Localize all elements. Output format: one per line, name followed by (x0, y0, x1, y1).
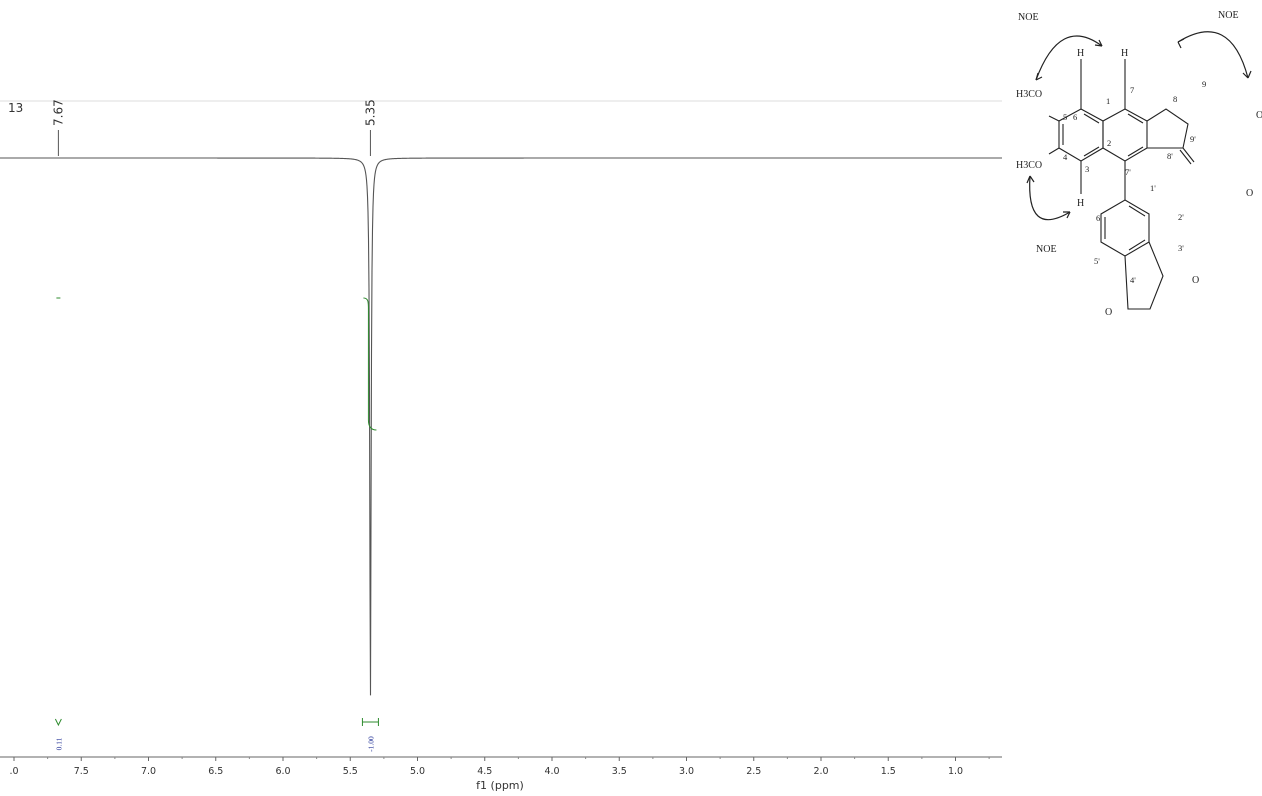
methoxy-label-2: H3CO (1016, 160, 1042, 171)
x-tick-label-10: 3.0 (679, 766, 694, 777)
lactone-ring (1146, 108, 1189, 149)
svg-text:7: 7 (1130, 85, 1134, 95)
peak-label-1: 5.35 (363, 99, 377, 126)
oxygen-label-dioxole-1: O (1192, 275, 1199, 286)
corner-label: 13 (8, 101, 23, 115)
x-tick-label-8: 4.0 (544, 766, 559, 777)
x-tick-label-6: 5.0 (410, 766, 425, 777)
integral-value-0: 0.11 (54, 737, 63, 750)
x-tick-label-5: 5.5 (343, 766, 358, 777)
x-tick-label-3: 6.5 (208, 766, 223, 777)
svg-text:8: 8 (1173, 94, 1177, 104)
x-tick-label-2: 7.0 (141, 766, 156, 777)
oxygen-label-carbonyl: O (1246, 188, 1253, 199)
x-axis-title: f1 (ppm) (476, 779, 524, 792)
x-tick-label-12: 2.0 (813, 766, 828, 777)
oxygen-label-ring: O (1256, 110, 1262, 121)
svg-text:4: 4 (1063, 152, 1068, 162)
noe-arrow-3 (1029, 175, 1071, 221)
svg-text:7': 7' (1125, 167, 1131, 177)
svg-text:8': 8' (1167, 151, 1173, 161)
svg-text:2: 2 (1107, 138, 1111, 148)
integrals-group: 0.11 -1.00 (54, 297, 379, 752)
svg-text:1: 1 (1106, 96, 1110, 106)
ring-c (1100, 199, 1150, 257)
svg-text:1': 1' (1150, 183, 1156, 193)
integral-bracket-0 (54, 718, 62, 727)
svg-text:9': 9' (1190, 134, 1196, 144)
hydrogen-label-3: H (1077, 198, 1084, 209)
noe-arrows (1026, 31, 1252, 221)
x-tick-label-0: .0 (9, 766, 18, 777)
integral-curve-1 (363, 297, 377, 431)
methoxy-label-1: H3CO (1016, 89, 1042, 100)
x-tick-label-14: 1.0 (948, 766, 963, 777)
noe-arrow-1 (1035, 35, 1103, 81)
integral-value-1: -1.00 (366, 736, 375, 752)
x-tick-label-9: 3.5 (612, 766, 627, 777)
svg-text:5: 5 (1063, 112, 1067, 122)
noe-label-1: NOE (1018, 12, 1039, 23)
oxygen-label-dioxole-2: O (1105, 307, 1112, 318)
svg-text:3: 3 (1085, 164, 1089, 174)
svg-text:6: 6 (1073, 112, 1077, 122)
x-tick-label-4: 6.0 (275, 766, 290, 777)
hydrogen-label-2: H (1121, 48, 1128, 59)
spectrum-line (0, 157, 1002, 696)
x-axis: .0 7.5 7.0 6.5 6.0 5.5 5.0 4.5 4.0 3.5 3.0 2.5 2.0 1.… (0, 756, 1002, 777)
peak-labels-group: 7.67 5.35 (51, 99, 377, 156)
x-tick-label-13: 1.5 (881, 766, 896, 777)
ring-b (1102, 108, 1148, 162)
chemical-structure (1048, 59, 1195, 310)
svg-text:4': 4' (1130, 275, 1136, 285)
svg-text:6': 6' (1096, 213, 1102, 223)
atom-numbers: 6 1 7 8 9 5 4 3 2 7' 8' 9' 1' 2' 3' 4' 5… (1063, 79, 1206, 285)
peak-label-0: 7.67 (51, 99, 65, 126)
svg-text:5': 5' (1094, 256, 1100, 266)
x-tick-label-1: 7.5 (74, 766, 89, 777)
x-tick-label-7: 4.5 (477, 766, 492, 777)
spectrum-trace-group (0, 157, 1002, 696)
noe-label-3: NOE (1036, 244, 1057, 255)
noe-label-2: NOE (1218, 10, 1239, 21)
dioxole (1124, 241, 1164, 310)
hydrogen-label-1: H (1077, 48, 1084, 59)
svg-text:9: 9 (1202, 79, 1206, 89)
integral-bracket-1 (361, 718, 379, 726)
svg-text:2': 2' (1178, 212, 1184, 222)
noe-arrow-2 (1177, 31, 1249, 79)
svg-text:3': 3' (1178, 243, 1184, 253)
x-tick-label-11: 2.5 (746, 766, 761, 777)
